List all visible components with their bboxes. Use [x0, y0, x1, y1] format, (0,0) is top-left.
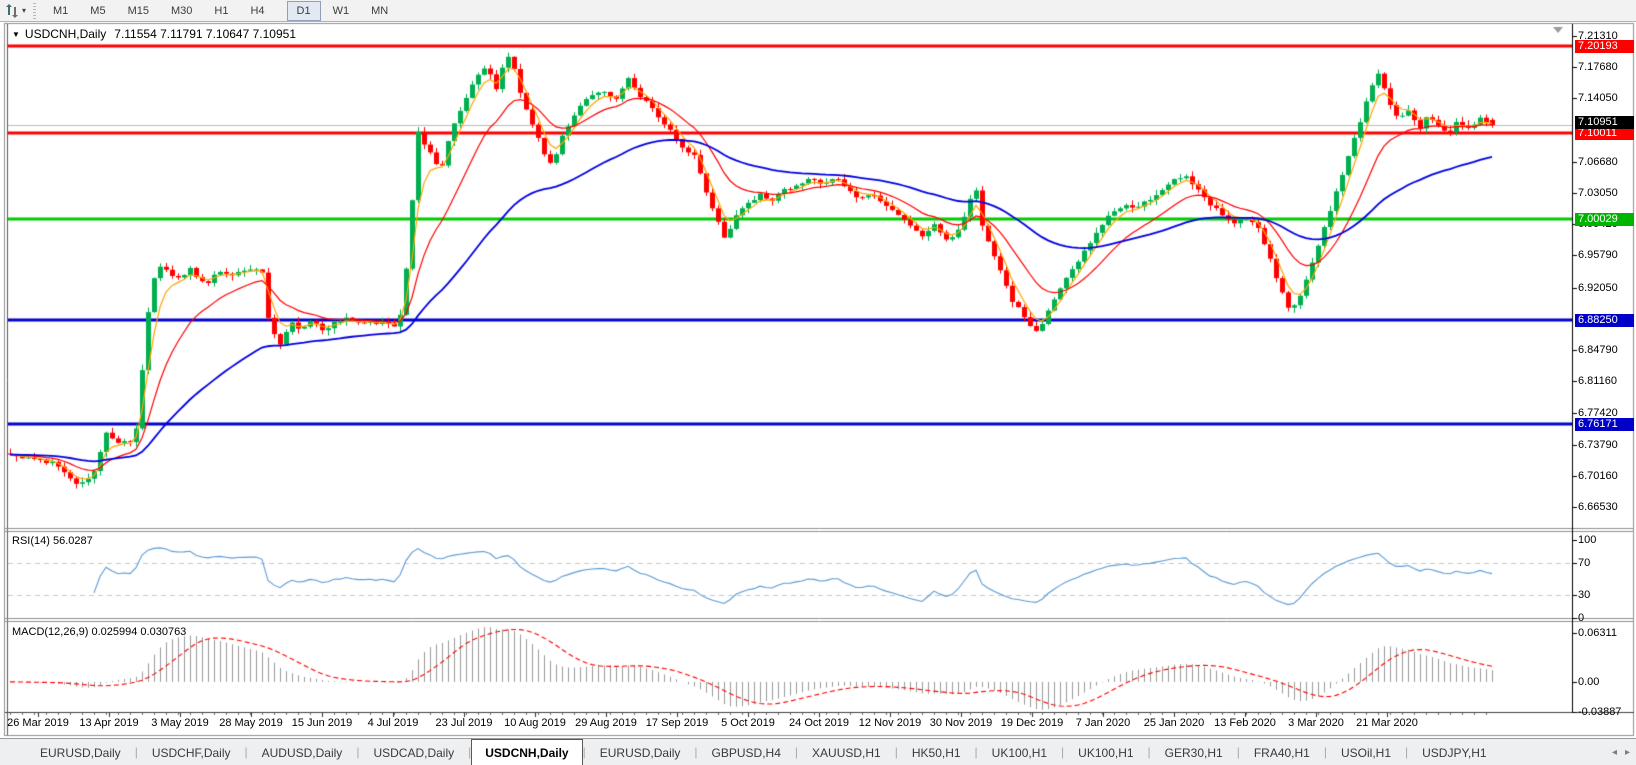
tab-separator: | [468, 745, 472, 759]
chart-tab-eurusd-daily[interactable]: EURUSD,Daily [40, 745, 121, 760]
chart-type-dropdown-icon[interactable]: ▾ [22, 6, 27, 15]
tab-separator: | [1147, 745, 1151, 759]
chart-tab-usdchf-daily[interactable]: USDCHF,Daily [151, 745, 231, 760]
toolbar-grip[interactable] [33, 2, 37, 19]
tab-separator: | [974, 745, 978, 759]
chart-tab-ger30-h1[interactable]: GER30,H1 [1164, 745, 1223, 760]
chart-tab-fra40-h1[interactable]: FRA40,H1 [1253, 745, 1310, 760]
tab-separator: | [1236, 745, 1240, 759]
tab-separator: | [356, 745, 360, 759]
tab-separator: | [582, 745, 586, 759]
tab-separator: | [694, 745, 698, 759]
chart-tab-uk100-h1[interactable]: UK100,H1 [991, 745, 1048, 760]
tab-separator: | [134, 745, 138, 759]
timeframe-button-m15[interactable]: M15 [118, 1, 159, 21]
chart-tab-eurusd-daily[interactable]: EURUSD,Daily [599, 745, 681, 760]
tab-separator: | [1323, 745, 1327, 759]
tab-separator: | [894, 745, 898, 759]
tabs-scroll-right-icon[interactable]: ▸ [1624, 747, 1630, 758]
chart-tab-xauusd-h1[interactable]: XAUUSD,H1 [812, 745, 881, 760]
chart-tab-audusd-daily[interactable]: AUDUSD,Daily [261, 745, 343, 760]
chart-tab-bar: EURUSD,Daily | USDCHF,Daily | AUDUSD,Daily | U… [0, 738, 1636, 765]
tab-separator: | [1061, 745, 1065, 759]
chart-tab-hk50-h1[interactable]: HK50,H1 [911, 745, 961, 760]
timeframe-button-mn[interactable]: MN [361, 1, 398, 21]
chart-tab-usdjpy-h1[interactable]: USDJPY,H1 [1422, 745, 1487, 760]
timeframe-button-m30[interactable]: M30 [161, 1, 202, 21]
timeframe-toolbar: ▾ M1 M5 M15 M30 H1 H4 D1 W1 MN [0, 0, 1636, 22]
chart-canvas[interactable] [0, 22, 1636, 738]
chart-tab-gbpusd-h4[interactable]: GBPUSD,H4 [711, 745, 781, 760]
tabs-scroll-left-icon[interactable]: ◂ [1611, 747, 1617, 758]
chart-tools-icon[interactable] [4, 3, 20, 18]
chart-tab-usdcnh-daily[interactable]: USDCNH,Daily [471, 739, 583, 765]
tab-separator: | [1405, 745, 1409, 759]
timeframe-button-h1[interactable]: H1 [204, 1, 238, 21]
tab-separator: | [794, 745, 799, 759]
timeframe-button-w1[interactable]: W1 [323, 1, 360, 21]
chart-tab-uk100-h1[interactable]: UK100,H1 [1078, 745, 1134, 760]
timeframe-button-h4[interactable]: H4 [240, 1, 274, 21]
tab-separator: | [244, 745, 248, 759]
timeframe-button-d1[interactable]: D1 [286, 0, 321, 21]
timeframe-button-m5[interactable]: M5 [80, 1, 115, 21]
chart-tab-usoil-h1[interactable]: USOil,H1 [1340, 745, 1391, 760]
chart-tab-usdcad-daily[interactable]: USDCAD,Daily [373, 745, 455, 760]
timeframe-button-m1[interactable]: M1 [43, 1, 78, 21]
